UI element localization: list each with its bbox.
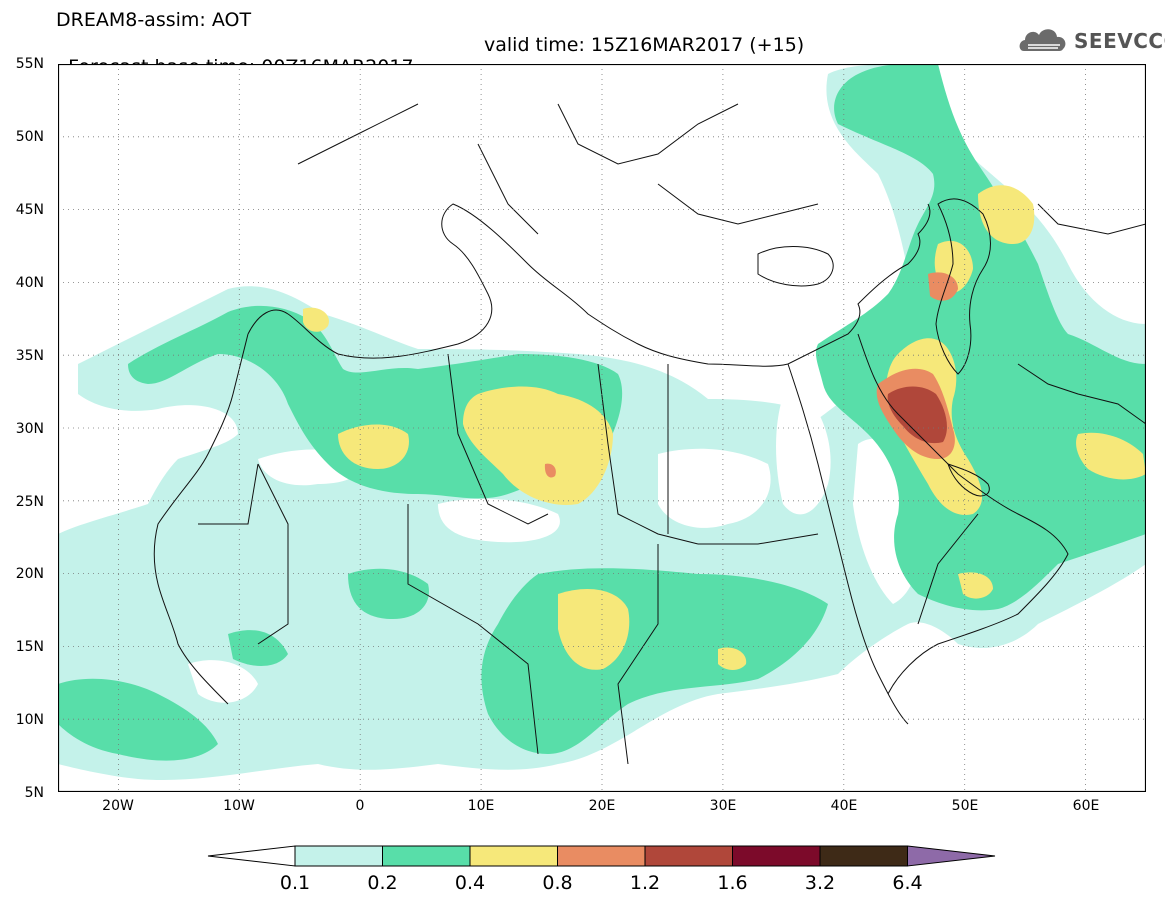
y-tick-label: 35N [15, 348, 44, 364]
legend-arrow-low [207, 845, 296, 867]
logo-text: SEEVCCC [1074, 29, 1165, 53]
y-tick-label: 30N [15, 421, 44, 437]
y-tick-label: 55N [15, 56, 44, 72]
coastlines [153, 103, 1146, 765]
color-legend [207, 845, 996, 867]
legend-swatch [557, 845, 646, 867]
legend-label: 3.2 [804, 872, 836, 894]
x-tick-label: 40E [830, 798, 858, 814]
x-tick-label: 30E [709, 798, 737, 814]
map-frame [58, 64, 1146, 792]
legend-label: 1.2 [629, 872, 661, 894]
legend-swatch [819, 845, 908, 867]
x-tick-label: 10E [467, 798, 495, 814]
seevccc-logo: SEEVCCC [1018, 23, 1165, 59]
y-tick-label: 10N [15, 712, 44, 728]
x-tick-label: 20W [102, 798, 134, 814]
legend-swatch [732, 845, 821, 867]
legend-swatch [644, 845, 733, 867]
x-tick-label: 20E [588, 798, 616, 814]
y-tick-label: 25N [15, 494, 44, 510]
y-tick-label: 5N [24, 785, 44, 801]
y-tick-label: 40N [15, 275, 44, 291]
x-tick-label: 50E [951, 798, 979, 814]
legend-label: 0.2 [367, 872, 398, 894]
legend-label: 1.6 [717, 872, 748, 894]
x-tick-label: 10W [223, 798, 255, 814]
y-tick-label: 45N [15, 202, 44, 218]
cloud-icon [1019, 29, 1066, 51]
y-tick-label: 20N [15, 566, 44, 582]
valid-time: valid time: 15Z16MAR2017 (+15) [484, 34, 805, 56]
aot-band-1-2 [887, 386, 947, 444]
legend-label: 0.1 [279, 872, 311, 894]
dust-map [58, 64, 1146, 792]
legend-label: 0.4 [454, 872, 486, 894]
legend-label: 0.8 [542, 872, 573, 894]
legend-swatch [382, 845, 471, 867]
map-title: DREAM8-assim: AOT [56, 9, 252, 31]
y-tick-label: 15N [15, 639, 44, 655]
y-tick-label: 50N [15, 129, 44, 145]
x-tick-label: 60E [1072, 798, 1100, 814]
legend-arrow-high [907, 845, 996, 867]
legend-swatch [469, 845, 558, 867]
legend-label: 6.4 [892, 872, 923, 894]
legend-swatch [294, 845, 383, 867]
x-tick-label: 0 [355, 798, 365, 814]
